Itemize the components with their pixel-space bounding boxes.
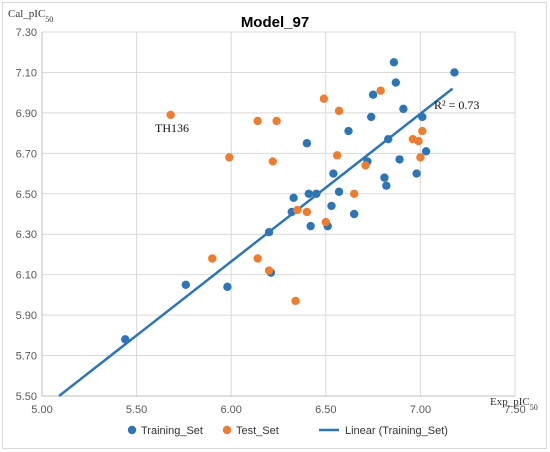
test-setpoint — [321, 217, 330, 227]
grid-lines — [41, 31, 516, 397]
test-setpoint — [272, 116, 281, 126]
training-setpoint — [223, 282, 232, 291]
x-tick-label: 7.00 — [410, 404, 431, 416]
test-setpoint — [334, 106, 344, 116]
x-axis-label: Exp_pIC50 — [490, 396, 538, 412]
y-tick-label: 6.90 — [16, 108, 37, 120]
test-setpoint — [332, 151, 342, 160]
test-setpoint — [291, 296, 300, 306]
test-setpoint — [302, 207, 312, 217]
test-setpoint — [418, 126, 427, 136]
training-setpoint — [450, 68, 459, 77]
test-setpoint — [253, 116, 262, 126]
training-setpoint — [382, 181, 391, 190]
training-setpoint — [380, 173, 389, 182]
test-setpoint — [166, 110, 175, 120]
test-setpoint — [208, 254, 217, 263]
y-tick-label: 5.90 — [16, 310, 37, 322]
y-axis-label: Cal_pIC50 — [8, 8, 53, 24]
x-tick-label: 5.00 — [31, 404, 52, 416]
training-setpoint — [304, 189, 313, 198]
test-setpoint — [361, 161, 370, 170]
training-setpoint — [302, 139, 312, 148]
r-squared-annotation: R² = 0.73 — [434, 98, 479, 112]
training-setpoint — [181, 280, 190, 289]
y-tick-labels: 5.50 5.70 5.90 6.10 6.30 6.50 6.70 6.90 7.10 7.30 — [16, 27, 37, 403]
test-setpoint — [293, 205, 302, 215]
x-tick-labels: 5.00 5.50 6.00 6.50 7.00 7.50 — [31, 404, 525, 416]
y-tick-label: 5.70 — [16, 351, 37, 363]
legend-label: Linear (Training_Set) — [345, 425, 448, 437]
x-tick-label: 6.00 — [220, 404, 241, 416]
training-setpoint — [418, 112, 427, 122]
training-setpoint — [384, 134, 393, 144]
training-setpoint — [368, 90, 378, 99]
y-tick-label: 6.50 — [16, 189, 37, 201]
test-setpoint — [376, 86, 385, 95]
legend-swatch-marker — [127, 425, 137, 435]
x-tick-label: 6.50 — [315, 404, 336, 416]
legend-label: Test_Set — [236, 425, 279, 437]
legend-label: Training_Set — [141, 425, 203, 437]
training-setpoint — [389, 58, 399, 67]
training-setpoint — [312, 189, 321, 198]
training-setpoint — [412, 169, 421, 178]
axes — [41, 32, 515, 397]
y-tick-label: 7.10 — [16, 67, 37, 79]
training-setpoint — [334, 187, 344, 196]
chart-title: Model_97 — [241, 14, 309, 31]
test-setpoint — [414, 137, 423, 146]
points-layer — [121, 58, 459, 344]
legend: Training_Set Test_Set Linear (Training_Set… — [127, 425, 448, 437]
y-tick-label: 5.50 — [16, 391, 37, 403]
training-setpoint — [421, 147, 431, 156]
test-setpoint — [319, 94, 329, 103]
chart-frame — [2, 2, 547, 449]
test-setpoint — [253, 254, 262, 263]
training-setpoint — [395, 155, 404, 164]
trendline-layer — [58, 87, 454, 397]
training-setpoint — [349, 209, 359, 219]
test-setpoint — [416, 153, 425, 162]
training-setpoint — [391, 78, 401, 87]
y-tick-label: 7.30 — [16, 27, 37, 39]
y-tick-label: 6.10 — [16, 270, 37, 282]
x-tick-label: 7.50 — [504, 404, 525, 416]
test-setpoint — [225, 153, 234, 162]
x-tick-label: 5.50 — [126, 404, 147, 416]
y-tick-label: 6.70 — [16, 148, 37, 160]
training-setpoint — [367, 112, 376, 122]
training-setpoint — [399, 104, 408, 114]
test-setpoint — [264, 266, 274, 275]
training-setpoint — [264, 228, 274, 237]
outlier-label: TH136 — [155, 121, 189, 135]
training-setpoint — [289, 193, 298, 203]
training-setpoint — [344, 126, 353, 136]
y-tick-label: 6.30 — [16, 229, 37, 241]
training-setpoint — [329, 169, 338, 178]
legend-swatch-marker — [222, 425, 232, 435]
linear-trendline — [58, 87, 454, 397]
training-setpoint — [306, 221, 315, 231]
test-setpoint — [349, 189, 359, 198]
test-setpoint — [268, 157, 278, 166]
training-setpoint — [121, 335, 130, 344]
training-setpoint — [327, 201, 336, 211]
